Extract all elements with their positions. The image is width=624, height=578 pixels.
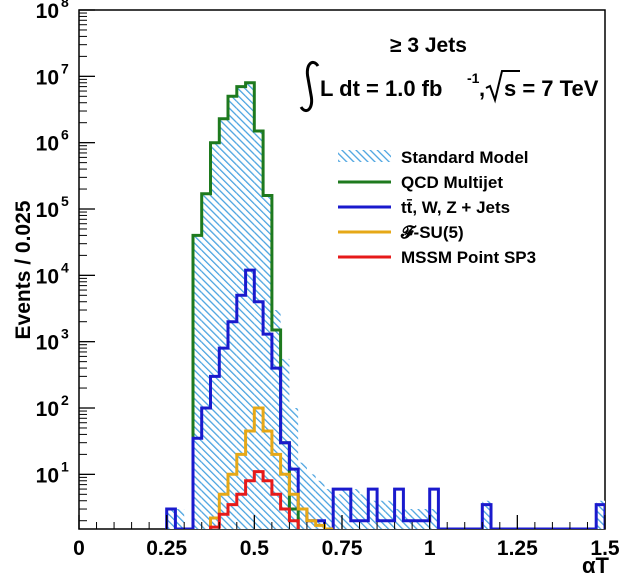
y-tick-base: 10: [36, 66, 59, 89]
sm-band-bin: [412, 509, 421, 529]
x-axis-label: αT: [582, 553, 610, 578]
sm-band-bin: [228, 96, 237, 529]
sm-band-bin: [482, 500, 492, 529]
sm-band-bin: [192, 235, 202, 529]
y-tick-base: 10: [36, 199, 59, 222]
legend-entry-qcd-multijet: QCD Multijet: [338, 173, 503, 192]
sm-band-bin: [236, 86, 246, 529]
y-tick-label: 10 5: [36, 193, 69, 222]
legend-label-ttbar-w-z-jets: tt̄, W, Z + Jets: [401, 198, 510, 217]
sm-band-bin: [219, 118, 229, 529]
legend-swatch-standard-model: [338, 150, 391, 162]
y-tick-base: 10: [36, 398, 59, 421]
y-tick-exponent: 6: [61, 127, 69, 143]
lumi-text: L dt = 1.0 fb: [320, 76, 442, 101]
sm-band-bin: [429, 509, 439, 529]
sm-band-bin: [175, 509, 185, 529]
sm-band-bin: [263, 195, 272, 529]
sm-band-bin: [271, 310, 281, 529]
y-tick-exponent: 1: [61, 458, 69, 474]
sqrt-s-text: s = 7 TeV: [504, 76, 599, 101]
sm-band-bin: [359, 494, 369, 529]
x-tick-label: 0.75: [322, 537, 363, 560]
sm-band-bin: [420, 509, 430, 529]
lumi-exponent: -1: [467, 70, 480, 86]
y-tick-exponent: 5: [61, 193, 69, 209]
sm-band-bin: [333, 494, 342, 529]
y-tick-base: 10: [36, 133, 59, 156]
legend-label-f-su5: 𝓕-SU(5): [400, 223, 464, 242]
sm-band-bin: [306, 474, 316, 529]
y-tick-exponent: 3: [61, 326, 69, 342]
y-tick-base: 10: [36, 464, 59, 487]
legend-entry-f-su5: 𝓕-SU(5): [338, 223, 464, 242]
legend-label-mssm-sp3: MSSM Point SP3: [401, 248, 536, 267]
sm-band-bin: [298, 462, 307, 529]
sm-band-bin: [324, 489, 334, 529]
y-tick-base: 10: [36, 265, 59, 288]
sm-band-bin: [368, 500, 378, 529]
x-tick-label: 1: [424, 537, 436, 560]
y-tick-label: 10 8: [36, 0, 69, 23]
sm-band-bin: [315, 480, 325, 529]
sm-band-bin: [350, 489, 360, 529]
y-tick-exponent: 4: [61, 259, 69, 275]
x-tick-label: 0.5: [240, 537, 270, 560]
y-tick-exponent: 7: [61, 60, 69, 76]
y-tick-exponent: 2: [61, 392, 69, 408]
sm-band-bin: [403, 509, 413, 529]
lumi-separator: ,: [479, 76, 485, 101]
legend: Standard Model QCD Multijet tt̄, W, Z + …: [338, 148, 536, 267]
series-line-f-su5: [209, 406, 334, 529]
y-tick-label: 10 3: [36, 326, 69, 355]
sm-band-bin: [166, 509, 176, 529]
series-line-mssm-sp3: [209, 470, 300, 529]
y-tick-base: 10: [36, 0, 59, 23]
y-axis-label: Events / 0.025: [12, 200, 35, 339]
legend-label-standard-model: Standard Model: [401, 148, 529, 167]
integral-sign-icon: [299, 61, 320, 112]
sm-band-bin: [201, 193, 211, 529]
y-tick-base: 10: [36, 332, 59, 355]
x-tick-label: 1.5: [590, 537, 620, 560]
y-tick-label: 10 7: [36, 60, 69, 89]
sm-band-bin: [210, 142, 220, 529]
x-tick-label: 0.25: [146, 537, 187, 560]
annotation-jets: ≥ 3 Jets: [390, 34, 467, 57]
sm-band-bin: [394, 509, 404, 529]
x-tick-label: 1.25: [497, 537, 538, 560]
sm-band-bin: [385, 500, 395, 529]
legend-entry-ttbar-w-z-jets: tt̄, W, Z + Jets: [338, 198, 510, 217]
y-tick-label: 10 4: [36, 259, 69, 288]
legend-entry-mssm-sp3: MSSM Point SP3: [338, 248, 536, 267]
data-layer: [165, 81, 605, 529]
sm-band-bin: [342, 489, 351, 529]
y-tick-label: 10 1: [36, 458, 69, 487]
annotation-jets-text: ≥ 3 Jets: [390, 34, 467, 57]
y-tick-label: 10 2: [36, 392, 69, 421]
sqrt-sign-icon: [485, 70, 520, 104]
sm-band-bin: [245, 82, 255, 529]
sm-band-bin: [254, 130, 264, 529]
legend-entry-standard-model: Standard Model: [338, 148, 529, 167]
x-tick-label: 0: [73, 537, 85, 560]
sm-band-bin: [377, 500, 386, 529]
sm-band-bin: [596, 500, 605, 529]
y-tick-label: 10 6: [36, 127, 69, 156]
legend-label-qcd-multijet: QCD Multijet: [401, 173, 503, 192]
annotation-lumi: L dt = 1.0 fb -1 , s = 7 TeV: [299, 61, 599, 112]
y-tick-exponent: 8: [61, 0, 69, 10]
